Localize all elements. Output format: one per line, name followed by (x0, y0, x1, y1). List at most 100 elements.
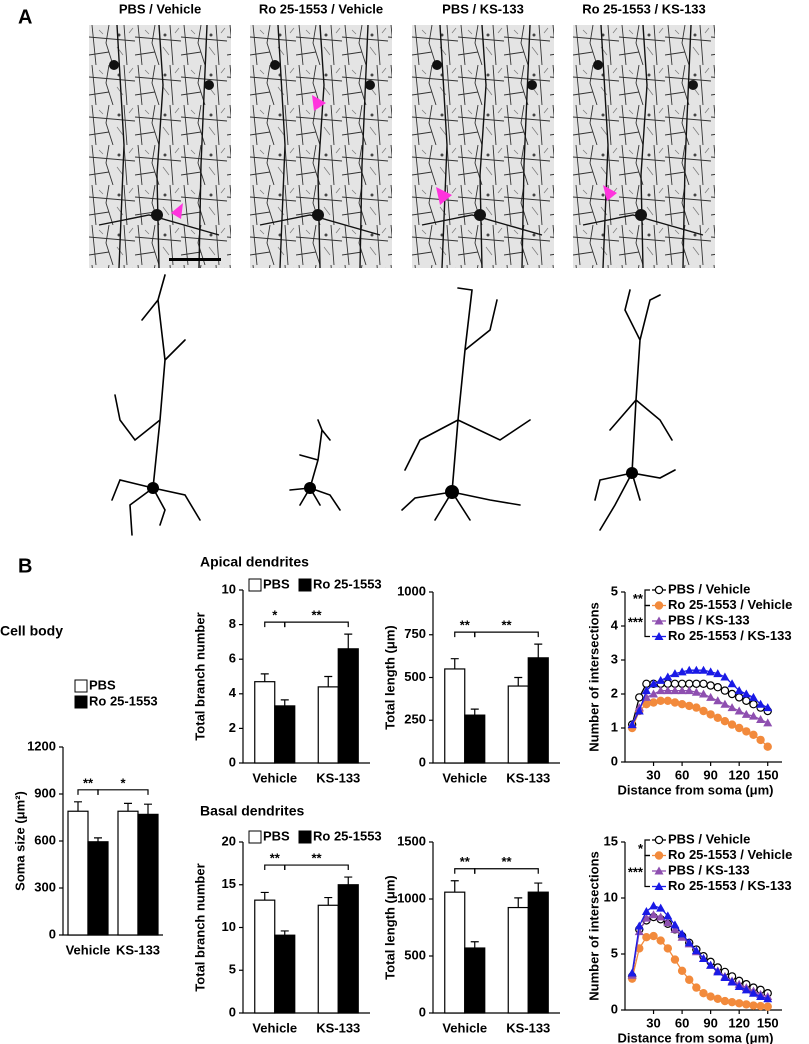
marker (713, 713, 722, 723)
micrograph (88, 24, 232, 269)
y-tick-label: 3 (611, 651, 618, 666)
x-tick-label: KS-133 (316, 1020, 360, 1035)
image-title: PBS / KS-133 (442, 1, 524, 16)
marker (692, 703, 701, 712)
marker (742, 727, 751, 736)
x-tick-label: 150 (757, 1015, 779, 1030)
legend-swatch (248, 578, 262, 592)
bar (507, 906, 529, 1014)
x-tick-label: 90 (703, 767, 717, 782)
y-tick-label: 0 (229, 1004, 236, 1019)
marker (649, 931, 658, 941)
y-tick-label: 5 (229, 962, 236, 977)
y-tick-label: 1000 (397, 583, 426, 598)
y-tick-label: 1500 (397, 833, 426, 848)
y-tick-label: 1000 (397, 890, 426, 905)
error-bar (74, 801, 82, 812)
error-bar (260, 673, 269, 682)
neuron-tracing (289, 419, 341, 511)
panel-label: A (18, 6, 32, 28)
neuron-tracing (401, 287, 531, 521)
significance-label: ** (501, 618, 512, 633)
section-title: Cell body (0, 623, 63, 639)
marker (684, 665, 694, 674)
error-bar (344, 876, 353, 885)
marker (670, 955, 680, 964)
marker (720, 996, 730, 1006)
section-title: Basal dendrites (200, 803, 304, 819)
marker (656, 936, 665, 945)
marker (748, 711, 758, 720)
marker (699, 989, 708, 998)
marker (656, 903, 666, 912)
legend-label: PBS / KS-133 (668, 612, 750, 627)
marker (654, 585, 664, 595)
marker (727, 689, 737, 699)
significance-bracket (284, 864, 349, 871)
micrograph (411, 24, 555, 269)
error-bar (514, 897, 523, 908)
image-title: PBS / Vehicle (119, 1, 201, 16)
marker (627, 720, 637, 729)
y-tick-label: 0 (229, 754, 236, 769)
y-tick-label: 5 (611, 583, 618, 598)
marker (706, 681, 715, 690)
marker (656, 912, 666, 921)
marker (734, 686, 744, 695)
marker (670, 669, 680, 678)
marker (699, 706, 708, 716)
marker (756, 715, 766, 723)
y-axis-label: Total branch number (192, 612, 207, 740)
legend-label: Ro 25-1553 / Vehicle (668, 597, 792, 612)
bar (117, 810, 139, 936)
y-axis-label: Number of intersections (586, 851, 601, 1001)
legend-label: Ro 25-1553 (313, 828, 382, 843)
marker (654, 601, 664, 610)
marker (691, 687, 701, 696)
bar (254, 681, 276, 764)
x-tick-label: KS-133 (316, 770, 360, 785)
marker (727, 679, 737, 688)
significance-label: * (272, 608, 278, 623)
legend-label: Ro 25-1553 (313, 576, 382, 591)
bar (67, 810, 89, 936)
marker (656, 675, 666, 684)
y-tick-label: 10 (222, 919, 236, 934)
marker (641, 906, 651, 915)
marker (720, 686, 730, 695)
marker (763, 718, 773, 727)
marker (713, 696, 723, 705)
x-tick-label: 30 (646, 1015, 660, 1030)
marker (654, 632, 664, 640)
significance-label: ** (633, 591, 644, 606)
x-tick-label: Vehicle (442, 1020, 487, 1035)
marker (684, 686, 694, 695)
significance-bracket (644, 589, 650, 607)
y-axis-label: Total length (μm) (382, 625, 397, 729)
marker (727, 997, 737, 1007)
legend-label: PBS (263, 576, 290, 591)
y-tick-label: 500 (404, 669, 426, 684)
significance-label: * (638, 841, 644, 856)
significance-label: ** (460, 854, 471, 869)
marker (663, 672, 673, 681)
y-tick-label: 10 (222, 581, 236, 596)
error-bar (280, 930, 289, 936)
marker (749, 1001, 758, 1010)
marker (654, 835, 664, 845)
marker (720, 699, 730, 708)
error-bar (534, 643, 543, 658)
legend-swatch (298, 830, 312, 844)
marker (742, 696, 751, 706)
bar (87, 841, 109, 936)
marker (742, 1000, 751, 1009)
significance-label: *** (628, 864, 644, 879)
significance-label: ** (460, 618, 471, 633)
error-bar (534, 882, 543, 893)
marker (649, 910, 659, 919)
bar (317, 686, 339, 764)
legend-swatch (248, 830, 262, 844)
significance-bracket (454, 631, 476, 638)
marker (756, 1001, 765, 1011)
marker (713, 967, 723, 976)
